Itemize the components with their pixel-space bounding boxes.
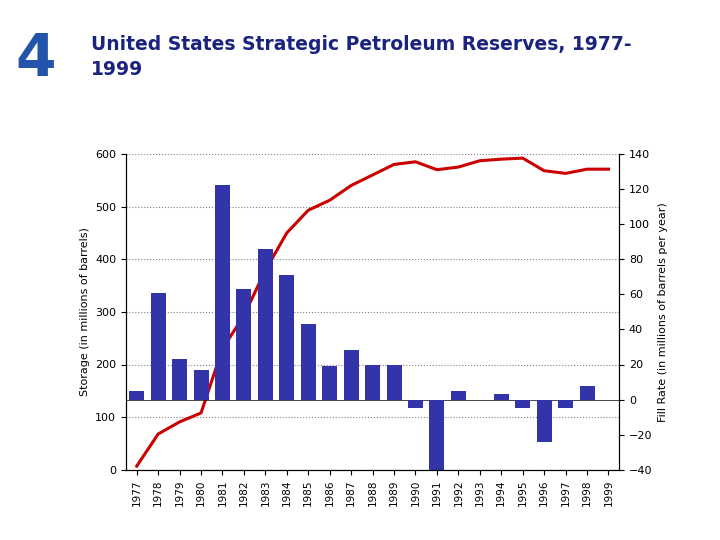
Bar	[429, 400, 444, 540]
Y-axis label: Fill Rate (in millions of barrels per year): Fill Rate (in millions of barrels per ye…	[658, 202, 668, 422]
Bar	[150, 293, 166, 400]
Bar	[236, 289, 251, 400]
Bar	[365, 364, 380, 400]
Bar	[323, 366, 337, 400]
Bar	[215, 186, 230, 400]
Bar	[451, 391, 466, 400]
Bar	[516, 400, 530, 408]
Bar	[558, 400, 573, 408]
Bar	[279, 275, 294, 400]
Bar	[387, 364, 402, 400]
Bar	[580, 386, 595, 400]
Y-axis label: Storage (in millions of barrels): Storage (in millions of barrels)	[80, 227, 89, 396]
Bar	[194, 370, 209, 400]
Bar	[536, 400, 552, 442]
Bar	[129, 391, 144, 400]
Bar	[258, 248, 273, 400]
Text: 4: 4	[16, 31, 56, 88]
Bar	[172, 359, 187, 400]
Bar	[494, 394, 509, 400]
Bar	[408, 400, 423, 408]
Bar	[301, 324, 316, 400]
Text: United States Strategic Petroleum Reserves, 1977-
1999: United States Strategic Petroleum Reserv…	[91, 36, 632, 79]
Bar	[343, 350, 359, 400]
